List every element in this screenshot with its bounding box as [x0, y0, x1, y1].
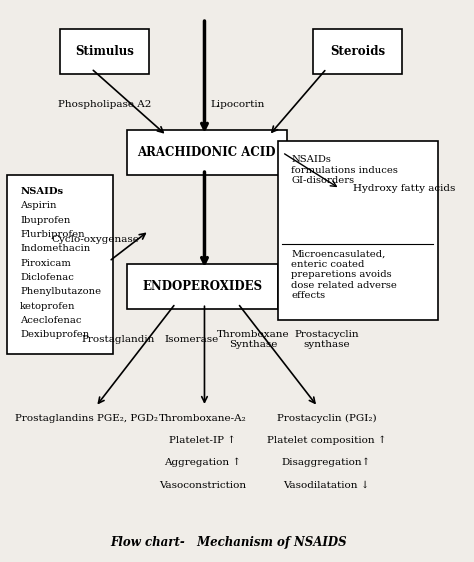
Text: ketoprofen: ketoprofen	[20, 302, 75, 311]
Text: Thromboxane
Synthase: Thromboxane Synthase	[217, 330, 290, 350]
Text: Dexibuprofen: Dexibuprofen	[20, 330, 89, 339]
FancyBboxPatch shape	[313, 29, 402, 74]
Text: Vasoconstriction: Vasoconstriction	[159, 481, 246, 490]
Text: Prostacyclin
synthase: Prostacyclin synthase	[294, 330, 359, 350]
Text: Piroxicam: Piroxicam	[20, 259, 71, 268]
Text: Flurbiprofen: Flurbiprofen	[20, 230, 85, 239]
Text: Phenylbutazone: Phenylbutazone	[20, 287, 101, 296]
Text: Prostaglandin: Prostaglandin	[81, 335, 155, 344]
Text: Steroids: Steroids	[330, 45, 385, 58]
Text: Platelet composition ↑: Platelet composition ↑	[267, 436, 386, 445]
Text: Hydroxy fatty acids: Hydroxy fatty acids	[353, 184, 456, 193]
Text: Flow chart-   Mechanism of NSAIDS: Flow chart- Mechanism of NSAIDS	[110, 536, 347, 550]
FancyBboxPatch shape	[60, 29, 149, 74]
Text: Aceclofenac: Aceclofenac	[20, 316, 82, 325]
FancyBboxPatch shape	[127, 130, 287, 175]
Text: Indomethacin: Indomethacin	[20, 244, 91, 253]
Text: Aspirin: Aspirin	[20, 201, 56, 210]
Text: Ibuprofen: Ibuprofen	[20, 216, 71, 225]
Text: Cyclo-oxygenase: Cyclo-oxygenase	[52, 234, 139, 243]
Text: NSAIDs
formulations induces
GI-disorders: NSAIDs formulations induces GI-disorders	[291, 155, 398, 185]
Text: Lipocortin: Lipocortin	[210, 101, 265, 110]
Text: Vasodilatation ↓: Vasodilatation ↓	[283, 481, 370, 490]
Text: Aggregation ↑: Aggregation ↑	[164, 458, 241, 468]
Text: Prostaglandins PGE₂, PGD₂: Prostaglandins PGE₂, PGD₂	[15, 414, 158, 423]
FancyBboxPatch shape	[278, 141, 438, 320]
Text: Microencasulated,
enteric coated
preparetions avoids
dose related adverse
effect: Microencasulated, enteric coated prepare…	[291, 250, 397, 300]
Text: Thromboxane-A₂: Thromboxane-A₂	[158, 414, 246, 423]
FancyBboxPatch shape	[127, 264, 278, 309]
FancyBboxPatch shape	[7, 175, 113, 353]
Text: Disaggregation↑: Disaggregation↑	[282, 458, 371, 468]
Text: ENDOPEROXIDES: ENDOPEROXIDES	[142, 280, 262, 293]
Text: Platelet-IP ↑: Platelet-IP ↑	[169, 436, 236, 445]
Text: Stimulus: Stimulus	[75, 45, 134, 58]
Text: NSAIDs: NSAIDs	[20, 187, 63, 196]
Text: Phospholipase A2: Phospholipase A2	[58, 101, 151, 110]
Text: Isomerase: Isomerase	[164, 335, 218, 344]
Text: Prostacyclin (PGI₂): Prostacyclin (PGI₂)	[277, 414, 376, 423]
Text: ARACHIDONIC ACID: ARACHIDONIC ACID	[137, 146, 276, 159]
Text: Diclofenac: Diclofenac	[20, 273, 74, 282]
